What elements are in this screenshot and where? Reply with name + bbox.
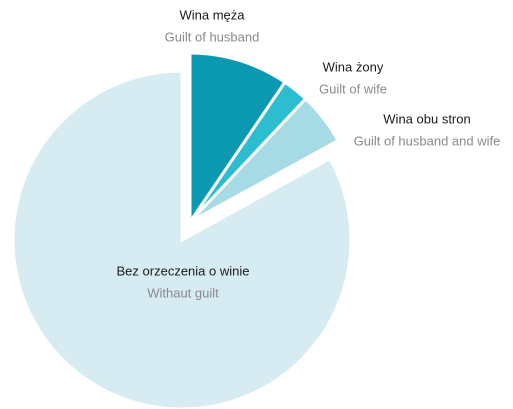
pie-slice [11, 69, 353, 409]
pie-slice [188, 51, 288, 227]
slice-label: Wina męża [179, 7, 245, 22]
slice-label: Bez orzeczenia o winie [117, 263, 250, 278]
slice-sublabel: Guilt of husband and wife [354, 133, 501, 148]
pie-slice [188, 96, 341, 224]
slice-label: Wina żony [323, 59, 384, 74]
slice-sublabel: Withaut guilt [147, 285, 219, 300]
slice-sublabel: Guilt of wife [319, 81, 387, 96]
slice-label: Wina obu stron [383, 111, 470, 126]
slice-sublabel: Guilt of husband [165, 29, 260, 44]
